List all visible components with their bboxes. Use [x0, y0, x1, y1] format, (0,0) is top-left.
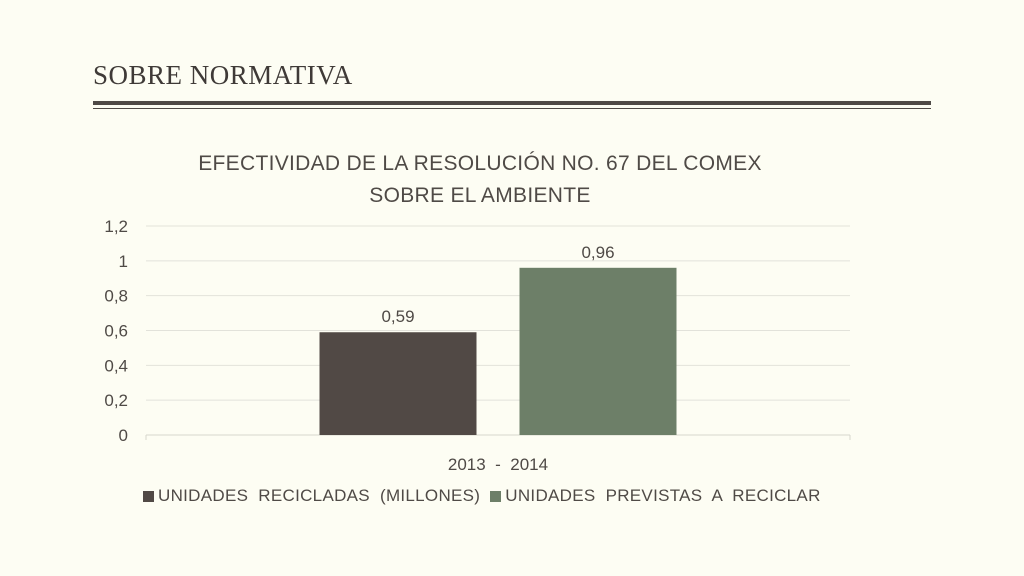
bar-series-1 — [319, 332, 477, 435]
title-rule-thick — [93, 101, 931, 105]
y-tick-label: 0,2 — [104, 391, 128, 410]
data-label: 0,96 — [581, 243, 614, 262]
data-label: 0,59 — [381, 307, 414, 326]
legend-label-reciclados: UNIDADES RECICLADAS (MILLONES) — [158, 486, 481, 505]
y-tick-label: 0 — [119, 426, 128, 445]
y-tick-label: 1,2 — [104, 217, 128, 236]
legend-swatch-previstas — [490, 490, 502, 502]
y-tick-label: 1 — [119, 252, 128, 271]
title-rule-thin — [93, 108, 931, 109]
y-tick-label: 0,4 — [104, 356, 128, 375]
chart-title-line-1: EFECTIVIDAD DE LA RESOLUCIÓN NO. 67 DEL … — [198, 152, 762, 175]
legend-item-previstas: UNIDADES PREVISTAS A RECICLAR — [490, 486, 820, 506]
chart-legend: UNIDADES RECICLADAS (MILLONES) UNIDADES … — [143, 486, 821, 506]
bar-series-2 — [519, 267, 677, 435]
y-tick-label: 0,6 — [104, 322, 128, 341]
slide-title: SOBRE NORMATIVA — [93, 60, 353, 90]
legend-swatch-reciclados — [143, 490, 154, 502]
legend-label-previstas: UNIDADES PREVISTAS A RECICLAR — [505, 486, 821, 505]
y-tick-label: 0,8 — [104, 287, 128, 306]
legend-item-reciclados: UNIDADES RECICLADAS (MILLONES) — [143, 486, 480, 506]
x-tick-label: 2013 - 2014 — [448, 455, 548, 474]
chart-title-line-2: SOBRE EL AMBIENTE — [369, 184, 590, 207]
